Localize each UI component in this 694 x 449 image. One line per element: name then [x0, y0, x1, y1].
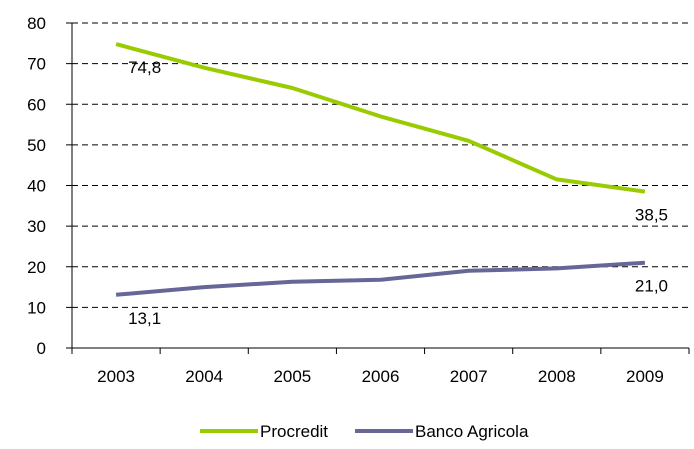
data-label-procredit-2003: 74,8 [128, 58, 161, 77]
legend-label-banco-agricola: Banco Agricola [415, 422, 529, 441]
legend-label-procredit: Procredit [260, 422, 328, 441]
y-tick-label: 0 [37, 339, 46, 358]
x-tick-label-2006: 2006 [362, 367, 400, 386]
data-label-banco-agricola-2003: 13,1 [128, 309, 161, 328]
y-tick-label: 80 [27, 14, 46, 33]
data-label-procredit-2009: 38,5 [635, 206, 668, 225]
legend: Procredit Banco Agricola [200, 422, 529, 441]
y-tick-label: 60 [27, 95, 46, 114]
x-tick-label-2003: 2003 [97, 367, 135, 386]
x-axis-ticks: 2003 2004 2005 2006 2007 2008 2009 [71, 348, 690, 386]
y-tick-label: 10 [27, 298, 46, 317]
y-tick-label: 40 [27, 177, 46, 196]
series-line-procredit [115, 42, 646, 194]
x-tick-label-2004: 2004 [185, 367, 223, 386]
x-tick-label-2007: 2007 [450, 367, 488, 386]
y-axis-ticks: 0 10 20 30 40 50 60 70 80 [27, 14, 72, 358]
y-tick-label: 20 [27, 258, 46, 277]
x-tick-label-2008: 2008 [538, 367, 576, 386]
data-labels: 74,8 38,5 13,1 21,0 [128, 58, 668, 328]
data-label-banco-agricola-2009: 21,0 [635, 277, 668, 296]
y-tick-label: 30 [27, 217, 46, 236]
x-tick-label-2005: 2005 [273, 367, 311, 386]
series-lines [115, 42, 646, 297]
y-tick-label: 50 [27, 136, 46, 155]
y-tick-label: 70 [27, 55, 46, 74]
x-tick-label-2009: 2009 [626, 367, 664, 386]
series-line-banco-agricola [115, 260, 646, 297]
